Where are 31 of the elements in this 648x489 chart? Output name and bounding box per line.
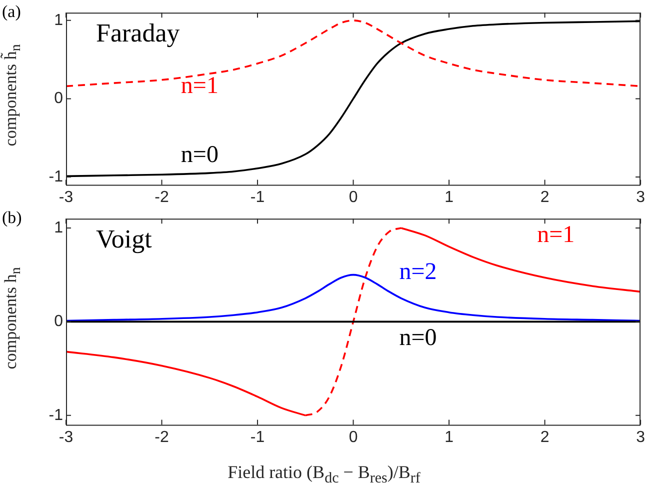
y-tick-label: -1 — [48, 406, 64, 424]
text: (a) — [2, 2, 21, 21]
x-tick-label: 0 — [348, 428, 358, 446]
y-tick-label: 0 — [54, 313, 64, 330]
x-tick-label: -3 — [58, 188, 74, 206]
x-tick-label: -1 — [250, 188, 265, 206]
y-tick-label: 0 — [54, 90, 64, 108]
y-tick-label: 1 — [54, 219, 64, 236]
x-tick-label: 1 — [444, 188, 454, 206]
x-tick-label: 2 — [540, 188, 550, 206]
chart-title: Voigt — [96, 224, 153, 254]
series-label: n=2 — [399, 258, 437, 285]
x-axis-title: Field ratio (B$_{dc}$ − B$_{res}$)/B$_{rf}$ — [226, 462, 422, 488]
x-tick-label: -2 — [154, 428, 169, 446]
y-tick-label: 1 — [54, 12, 64, 29]
x-tick-label: -2 — [154, 188, 169, 206]
chart-title: Faraday — [96, 18, 180, 48]
series-label: n=0 — [399, 324, 437, 351]
x-tick-label: -3 — [58, 428, 74, 446]
x-tick-label: 3 — [636, 428, 646, 446]
x-tick-label: -1 — [250, 428, 265, 446]
series-label: n=0 — [180, 142, 218, 168]
x-tick-label: 0 — [348, 188, 358, 206]
y-tick-label: -1 — [48, 168, 64, 186]
x-tick-label: 1 — [444, 428, 454, 446]
text: (b) — [2, 208, 22, 227]
x-tick-label: 3 — [636, 188, 646, 206]
series-label: n=1 — [537, 222, 575, 248]
series-label: n=1 — [180, 72, 218, 99]
line-series — [66, 20, 641, 178]
x-tick-label: 2 — [540, 428, 550, 446]
